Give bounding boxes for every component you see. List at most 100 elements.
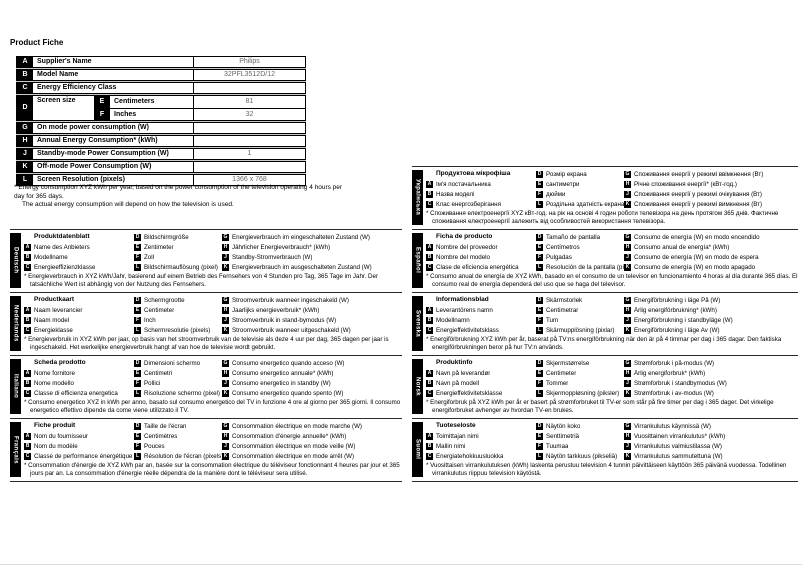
entry-letter-badge: E [134, 243, 141, 251]
entry-H: H Vuosittainen virrankulutus* (kWh) [624, 431, 798, 441]
entry-label: Nome modello [34, 379, 74, 387]
entry-H: H Consumo energetico annuale* (kWh) [222, 368, 402, 378]
language-column-left: Deutsch Produktdatenblatt A Name des Anbiet… [10, 229, 402, 482]
entry-D: D Näytön koko [536, 421, 624, 431]
entry-label: Energiatehokkuusluokka [436, 452, 504, 460]
table-row-J: J Standby-mode Power Consumption (W) 1 [16, 148, 306, 160]
entry-label: Näytön koko [546, 422, 581, 430]
entry-L: L Bildschirmauflösung (pixel) [134, 262, 222, 272]
entry-letter-badge: D [134, 359, 141, 367]
section-nederlands: Nederlands Productkaart A Naam leverancier B… [10, 292, 402, 355]
section-footnote: * Energieverbrauch in XYZ kWh/Jahr, basi… [24, 273, 379, 288]
entry-label: Skärmstorlek [546, 296, 583, 304]
section-columns: Продуктова мікрофіша A Ім'я постачальника B… [426, 169, 798, 209]
entry-label: Tum [546, 316, 559, 324]
product-fiche-table: A Supplier's Name Philips B Model Name 32PFL3… [16, 56, 306, 187]
entry-letter-badge: H [222, 369, 229, 377]
row-letter-badge: B [17, 70, 33, 80]
section-column-1: Scheda prodotto A Nome fornitore B Nome mode… [24, 358, 134, 398]
row-label: Supplier's Name [37, 58, 92, 65]
entry-letter-badge: A [426, 432, 433, 440]
entry-letter-badge: H [624, 369, 631, 377]
entry-letter-badge: H [624, 432, 631, 440]
section-content: Informationsblad A Leverantörens namn B Mode… [423, 295, 798, 352]
entry-letter-badge: J [624, 190, 631, 198]
entry-A: A Toimittajan nimi [426, 431, 536, 441]
entry-label: Consumo anual de energía* (kWh) [634, 243, 730, 251]
entry-label: сантиметри [546, 180, 580, 188]
language-tab-label: Nederlands [12, 305, 19, 342]
entry-label: Tommer [546, 379, 569, 387]
entry-letter-badge: J [624, 316, 631, 324]
entry-letter-badge: F [134, 253, 141, 261]
row-value: 32PFL3512D/12 [193, 70, 305, 80]
entry-L: L Näytön tarkkuus (pikseliä) [536, 451, 624, 461]
entry-label: Назва моделі [436, 190, 475, 198]
row-letter-badge: A [17, 57, 33, 67]
entry-letter-badge: C [24, 389, 31, 397]
entry-label: Energiförbrukning i standbyläge (W) [634, 316, 733, 324]
entry-label: Clase de eficiencia energética [436, 263, 519, 271]
section-title: Produktdatenblatt [34, 233, 90, 240]
entry-label: Mallin nimi [436, 442, 466, 450]
language-tab-label: Italiano [12, 374, 19, 399]
entry-letter-badge: J [222, 442, 229, 450]
entry-letter-badge: B [426, 190, 433, 198]
language-tab-deutsch: Deutsch [10, 233, 21, 288]
entry-letter-badge: K [624, 326, 631, 334]
entry-label: Споживання енергії у режимі очікування (… [634, 190, 762, 198]
entry-F: F Pulgadas [536, 252, 624, 262]
section-footnote: * Energiförbrukning XYZ kWh per år, base… [426, 336, 782, 351]
section-column-2: D Skjermstørrelse E Centimeter F Tommer L Skjer… [536, 358, 624, 398]
entry-label: Consommation électrique en mode marche (… [232, 422, 362, 430]
entry-label: Nom du fournisseur [34, 432, 88, 440]
entry-F: F Pouces [134, 441, 222, 451]
entry-letter-badge: E [134, 306, 141, 314]
section-italiano: Italiano Scheda prodotto A Nome fornitore B N… [10, 355, 402, 418]
entry-K: K Stroomverbruik wanneer uitgeschakeld (W… [222, 325, 402, 335]
section-svenska: Svenska Informationsblad A Leverantörens na… [412, 292, 798, 355]
entry-label: Centimetri [144, 369, 173, 377]
entry-label: Årlig energiförbrukning* (kWh) [634, 306, 717, 314]
entry-D: D Dimensioni schermo [134, 358, 222, 368]
section-column-3: G Virrankulutus käynnissä (W) H Vuosittaine… [624, 421, 798, 461]
entry-letter-badge: L [536, 263, 543, 271]
row-letter-badge: F [94, 108, 110, 120]
entry-J: J Energiförbrukning i standbyläge (W) [624, 315, 798, 325]
section-footnote: * Consumo energetico XYZ in kWh per anno… [24, 399, 401, 414]
section-title: Fiche produit [34, 422, 76, 429]
entry-letter-badge: A [426, 306, 433, 314]
section-content: Ficha de producto A Nombre del proveedor B N… [423, 232, 798, 289]
entry-H: H Årlig energiforbruk* (kWh) [624, 368, 798, 378]
row-label: Standby-mode Power Consumption (W) [37, 150, 169, 157]
entry-letter-badge: F [134, 379, 141, 387]
entry-label: Consumo de energía (W) en modo encendido [634, 233, 760, 241]
entry-label: Споживання енергії у режимі ввімкнення (… [634, 170, 764, 178]
entry-E: E Centimetri [134, 368, 222, 378]
entry-label: Energiförbrukning i läge På (W) [634, 296, 721, 304]
section-column-3: G Consommation électrique en mode marche … [222, 421, 402, 461]
section-column-3: G Energiförbrukning i läge På (W) H Årlig e… [624, 295, 798, 335]
entry-H: H Jährlicher Energieverbrauch* (kWh) [222, 242, 402, 252]
entry-C: C Клас енергозберігання [426, 199, 536, 209]
entry-letter-badge: B [24, 253, 31, 261]
language-tab-label: Suomi [414, 439, 421, 460]
entry-B: B Modellnamn [426, 315, 536, 325]
entry-label: дюйми [546, 190, 566, 198]
entry-letter-badge: L [536, 389, 543, 397]
row-value: 1366 x 768 [193, 175, 305, 185]
entry-G: G Stroomverbruik wanneer ingeschakeld (W) [222, 295, 402, 305]
entry-letter-badge: J [624, 253, 631, 261]
entry-label: Tamaño de pantalla [546, 233, 601, 241]
entry-label: Nome fornitore [34, 369, 75, 377]
entry-letter-badge: E [536, 306, 543, 314]
language-tab-norsk: Norsk [412, 359, 423, 414]
entry-B: B Navn på modell [426, 378, 536, 388]
row-label: Annual Energy Consumption* (kWh) [37, 137, 158, 144]
entry-label: Nom du modèle [34, 442, 78, 450]
entry-E: E Centimeter [536, 368, 624, 378]
row-letter-badge: J [17, 149, 33, 159]
entry-letter-badge: E [536, 432, 543, 440]
table-subrow-F: F Inches 32 [94, 108, 305, 120]
